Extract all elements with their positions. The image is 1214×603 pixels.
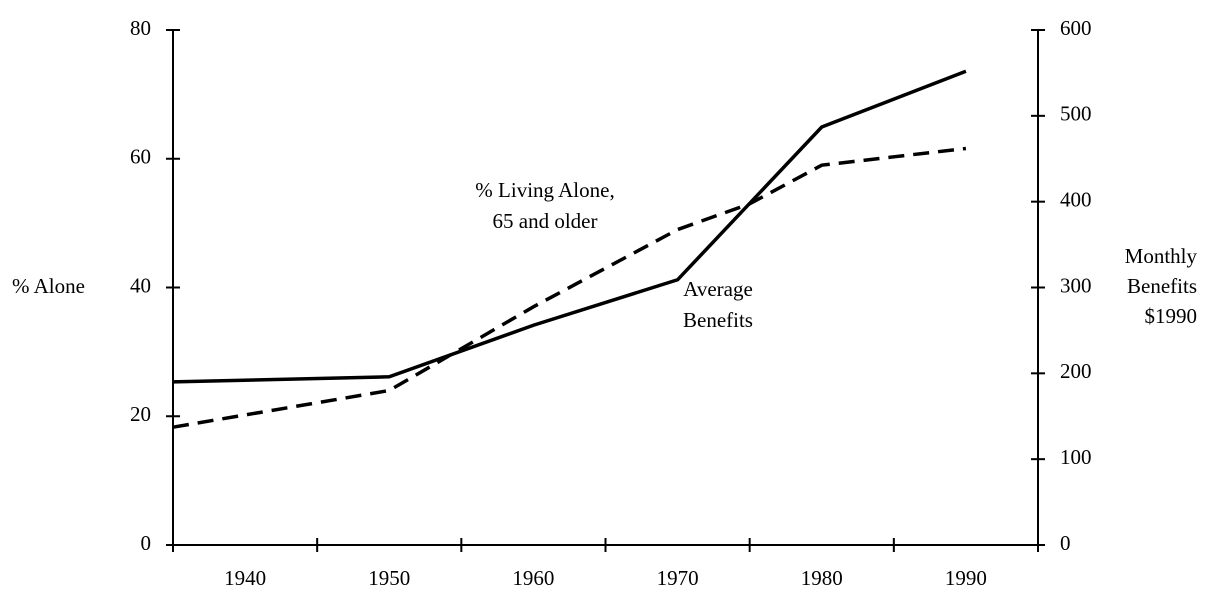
- series-label: Average: [683, 277, 753, 301]
- x-tick-label: 1950: [368, 566, 410, 590]
- x-tick-label: 1960: [512, 566, 554, 590]
- y2-tick-label: 300: [1060, 273, 1092, 297]
- line: [172, 146, 967, 429]
- y-axis-label: % Alone: [12, 274, 85, 298]
- y2-tick-label: 400: [1060, 187, 1092, 211]
- y2-tick-label: 600: [1060, 16, 1092, 40]
- x-tick-label: 1980: [801, 566, 843, 590]
- y2-tick-label: 200: [1060, 359, 1092, 383]
- y2-axis-label: Benefits: [1127, 274, 1197, 298]
- y-tick-label: 60: [130, 145, 151, 169]
- y2-axis-label: $1990: [1145, 304, 1198, 328]
- y2-tick-label: 500: [1060, 102, 1092, 126]
- y-tick-label: 0: [141, 531, 152, 555]
- x-tick-label: 1970: [657, 566, 699, 590]
- series-label: Benefits: [683, 308, 753, 332]
- y-tick-label: 40: [130, 273, 151, 297]
- x-tick-label: 1990: [945, 566, 987, 590]
- x-tick-label: 1940: [224, 566, 266, 590]
- series-label: % Living Alone,: [475, 178, 614, 202]
- y-tick-label: 20: [130, 402, 151, 426]
- y2-tick-label: 100: [1060, 445, 1092, 469]
- y-tick-label: 80: [130, 16, 151, 40]
- series-label: 65 and older: [493, 209, 598, 233]
- y2-tick-label: 0: [1060, 531, 1071, 555]
- line: [172, 69, 967, 384]
- y2-axis-label: Monthly: [1125, 244, 1198, 268]
